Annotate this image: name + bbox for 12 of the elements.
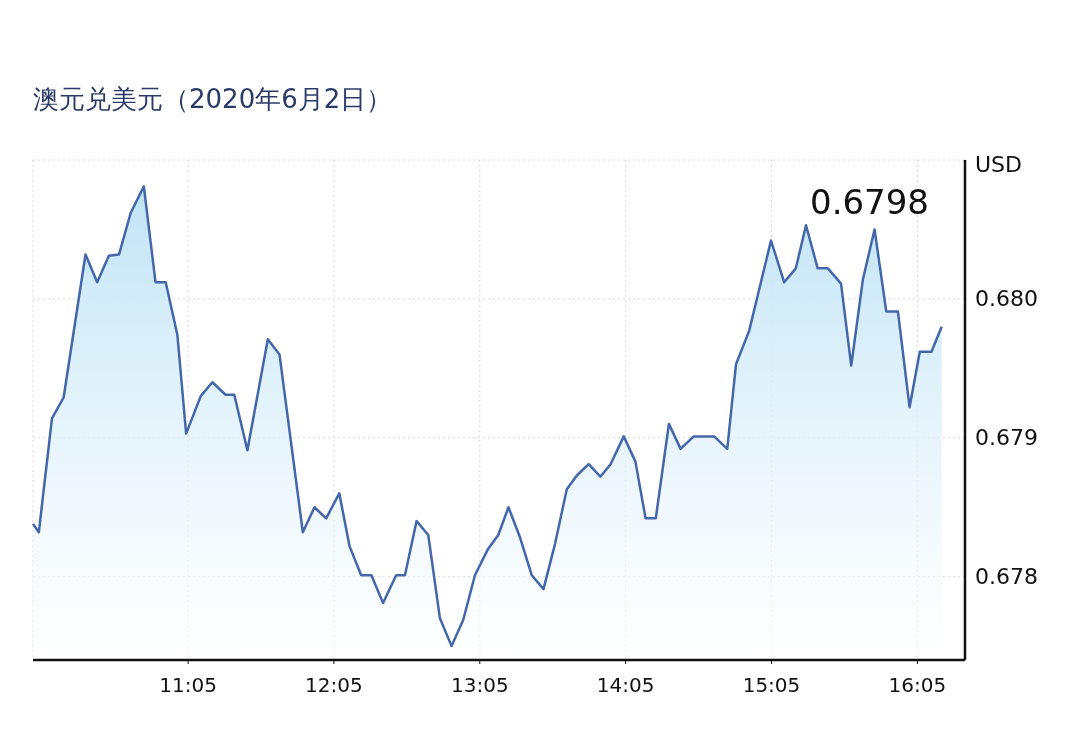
- annotation: 0.6798: [810, 182, 929, 222]
- x-tick-label: 14:05: [596, 673, 655, 697]
- x-tick-label: 11:05: [159, 673, 217, 697]
- chart-title: 澳元兑美元（2020年6月2日）: [33, 84, 393, 114]
- x-tick-label: 15:05: [742, 673, 801, 697]
- y-tick-label: 0.680: [975, 286, 1038, 312]
- y-axis-title: USD: [975, 151, 1023, 177]
- x-tick-label: 13:05: [450, 673, 509, 697]
- x-tick-label: 12:05: [305, 673, 363, 697]
- x-tick-label: 16:05: [888, 673, 947, 697]
- y-tick-label: 0.679: [975, 425, 1038, 451]
- y-tick-label: 0.678: [975, 564, 1038, 590]
